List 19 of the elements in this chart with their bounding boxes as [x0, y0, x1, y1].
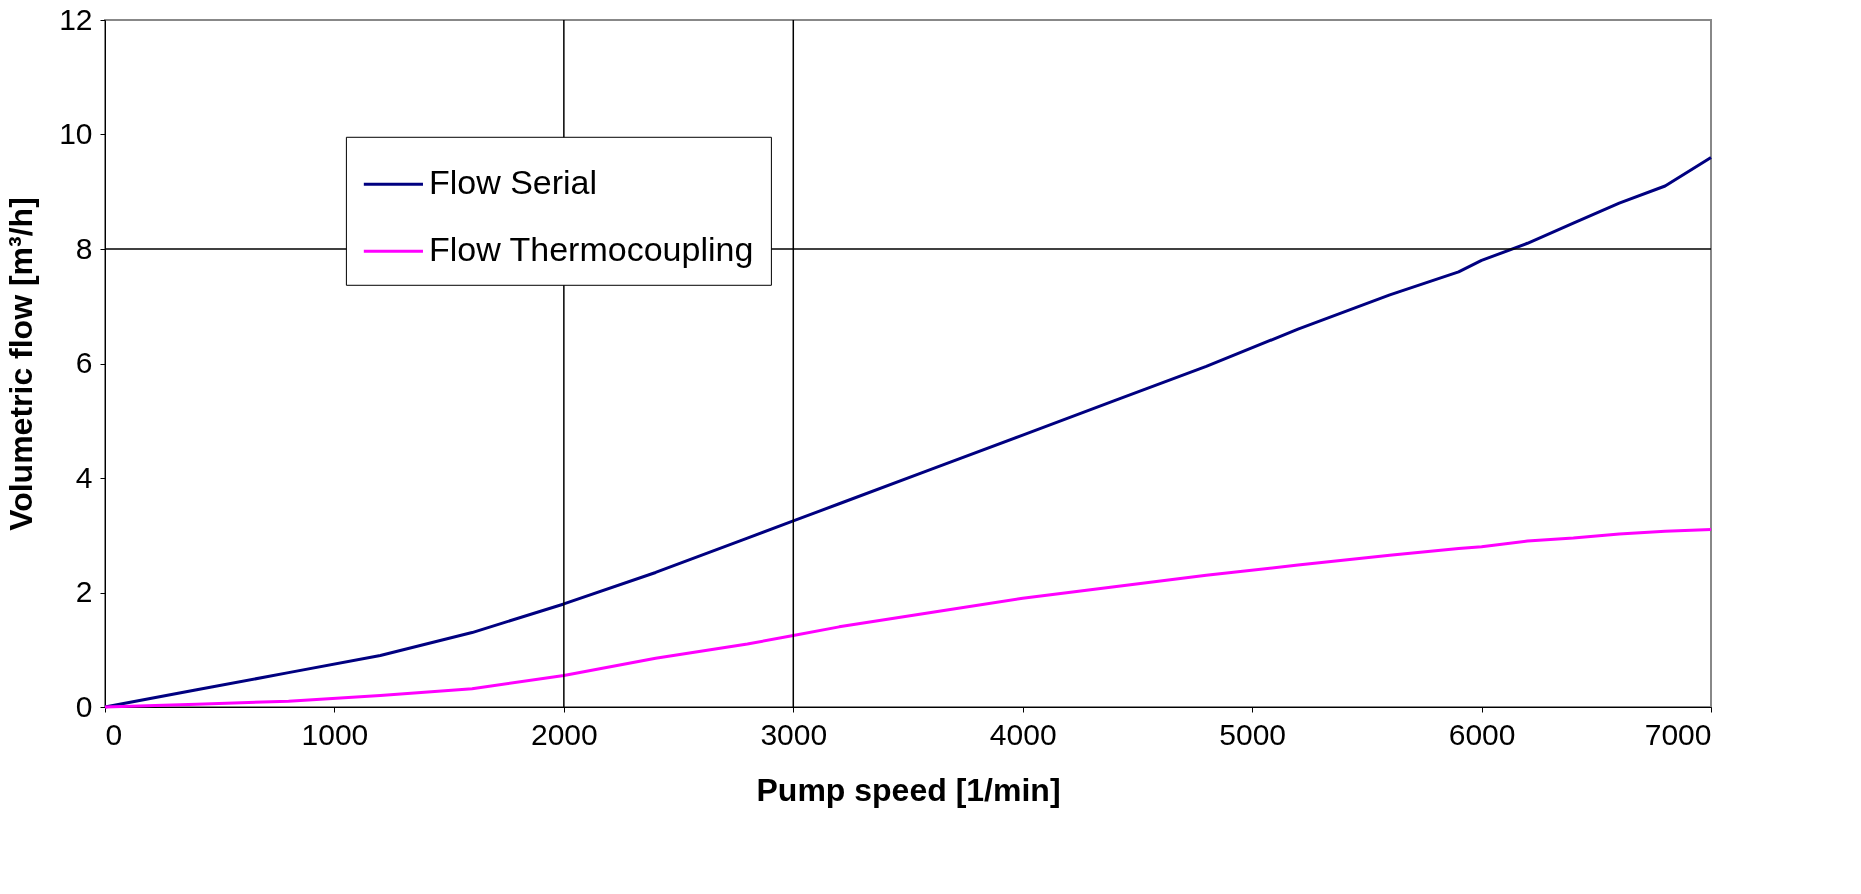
- y-tick-label: 12: [59, 2, 93, 36]
- legend-label: Flow Serial: [428, 163, 598, 202]
- x-axis-title: Pump speed [1/min]: [756, 771, 1061, 808]
- y-axis-title: Volumetric flow [m³/h]: [3, 197, 40, 531]
- x-tick-label: 6000: [1448, 717, 1516, 751]
- y-tick-label: 8: [75, 231, 93, 265]
- y-tick-label: 10: [59, 117, 93, 150]
- x-tick-label: 4000: [989, 717, 1057, 751]
- y-tick-label: 0: [75, 689, 93, 723]
- x-tick-label: 3000: [760, 717, 828, 751]
- legend-label: Flow Thermocoupling: [428, 230, 754, 269]
- x-tick-label: 5000: [1219, 717, 1287, 751]
- x-tick-label: 2000: [530, 717, 598, 751]
- y-tick-label: 4: [75, 460, 93, 494]
- x-tick-label: 7000: [1644, 717, 1712, 751]
- y-tick-label: 2: [75, 575, 93, 608]
- x-tick-label: 1000: [301, 717, 369, 751]
- x-tick-label: 0: [105, 717, 123, 751]
- y-tick-label: 6: [75, 346, 93, 379]
